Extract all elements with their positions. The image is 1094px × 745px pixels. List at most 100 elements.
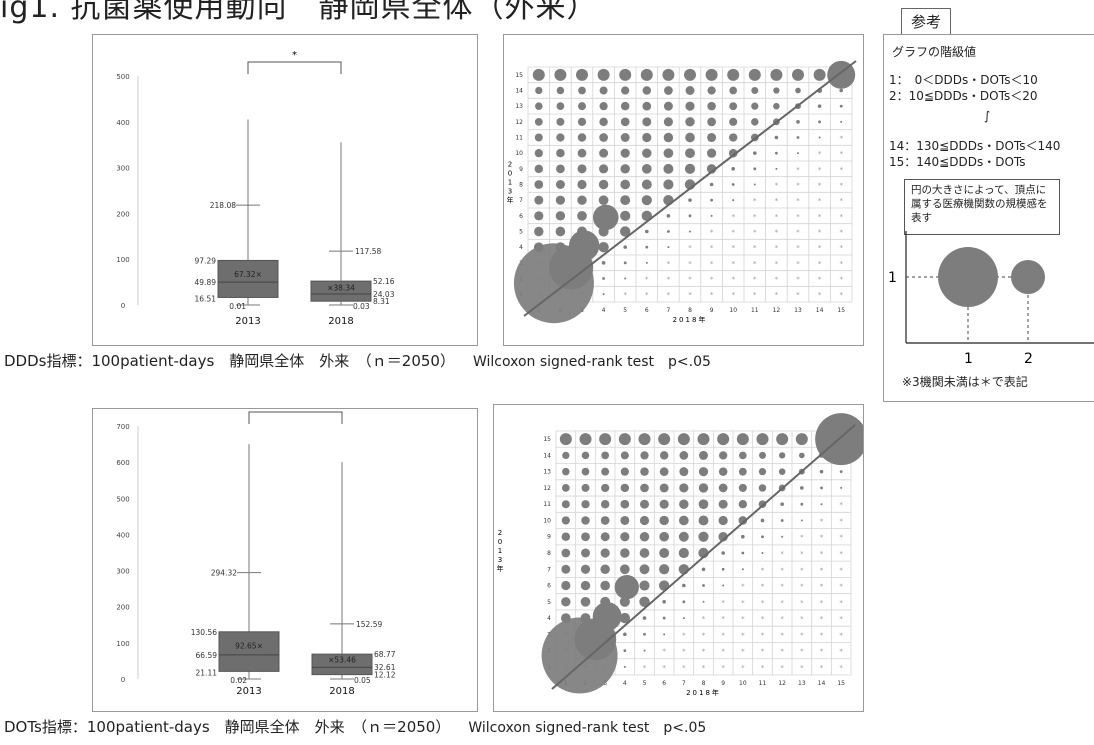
bubble xyxy=(602,293,605,296)
sparse-marker: * xyxy=(662,664,666,672)
x-tick-label: 12 xyxy=(778,680,786,687)
y-tick-label: 5 xyxy=(547,599,551,606)
bubble xyxy=(577,179,587,190)
bubble xyxy=(739,451,747,460)
value-label: 97.29 xyxy=(195,256,217,265)
bubble xyxy=(599,433,612,446)
sparse-marker: * xyxy=(688,260,692,268)
bubble xyxy=(718,499,728,509)
sparse-marker: * xyxy=(818,229,822,237)
value-label: 16.51 xyxy=(195,294,217,303)
sparse-marker: * xyxy=(820,550,824,558)
y-tick-label: 0 xyxy=(121,302,125,310)
bubble xyxy=(532,68,545,81)
bubble xyxy=(599,86,608,95)
bubble xyxy=(561,532,571,541)
bubble xyxy=(775,167,778,170)
x-tick-label: 13 xyxy=(798,680,806,687)
bubble xyxy=(679,451,689,460)
sparse-marker: * xyxy=(662,648,666,656)
bubble xyxy=(731,183,735,186)
bubble xyxy=(561,564,571,574)
bubble xyxy=(620,226,631,237)
y-tick-label: 9 xyxy=(519,166,523,173)
bubble xyxy=(639,564,650,575)
sparse-marker: * xyxy=(796,166,800,174)
bubble xyxy=(795,433,808,446)
value-label: 130.56 xyxy=(191,628,217,637)
box-plot-ddds: 0 100 200 300 400 500 67.32× 97.29 49.89 16.51 218… xyxy=(116,50,394,327)
bubble xyxy=(707,117,716,127)
bubble xyxy=(580,580,591,591)
y-axis-title-char: 年 xyxy=(507,196,514,205)
bubble xyxy=(645,245,649,249)
significance-bracket xyxy=(248,411,343,424)
bubble xyxy=(689,230,691,233)
sparse-marker: * xyxy=(839,291,843,299)
fence-label: 117.58 xyxy=(355,247,381,256)
bubble xyxy=(640,68,653,81)
sparse-marker: * xyxy=(775,244,779,252)
significance-marker: * xyxy=(293,409,298,411)
x-tick-label: 6 xyxy=(645,307,649,314)
bubble xyxy=(555,226,566,237)
bubble xyxy=(641,179,652,190)
sparse-marker: * xyxy=(839,229,843,237)
bubble xyxy=(667,230,670,233)
y-tick-label: 200 xyxy=(116,210,129,218)
bubble xyxy=(620,548,630,558)
bubble xyxy=(643,632,646,636)
caption-dots: DOTs指標：100patient-days 静岡県全体 外来 （ｎ＝2050）… xyxy=(4,716,706,737)
bubble xyxy=(599,133,608,142)
bubble xyxy=(682,617,685,620)
sparse-marker: * xyxy=(839,599,843,607)
sparse-marker: * xyxy=(688,244,692,252)
sparse-marker: * xyxy=(775,182,779,190)
bubble xyxy=(678,547,689,559)
sparse-marker: * xyxy=(796,197,800,205)
sparse-marker: * xyxy=(753,213,757,221)
bubble xyxy=(534,211,544,221)
bubble xyxy=(707,132,717,143)
bubble xyxy=(580,596,591,607)
sparse-marker: * xyxy=(818,260,822,268)
y-axis-title-char: 年 xyxy=(497,564,504,573)
y-tick-label: 100 xyxy=(116,640,129,648)
bubble xyxy=(639,596,650,607)
value-label: 8.31 xyxy=(373,297,390,306)
y-tick-label: 6 xyxy=(547,583,551,590)
y-tick-label: 400 xyxy=(116,119,129,127)
sparse-marker: * xyxy=(820,566,824,574)
sparse-marker: * xyxy=(839,534,843,542)
bubble xyxy=(666,214,671,218)
y-tick-label: 700 xyxy=(116,423,129,431)
bubble xyxy=(732,199,735,202)
sparse-marker: * xyxy=(753,291,757,299)
bubble xyxy=(710,198,713,202)
bubble xyxy=(534,164,544,174)
sparse-marker: * xyxy=(710,244,714,252)
bubble xyxy=(639,548,650,558)
bubble xyxy=(620,483,630,493)
bubble xyxy=(623,632,627,637)
sparse-marker: * xyxy=(818,182,822,190)
bubble xyxy=(620,133,630,142)
y-tick-label: 13 xyxy=(515,103,523,110)
sparse-marker: * xyxy=(721,648,725,656)
bubble xyxy=(620,179,631,190)
bubble xyxy=(599,102,608,111)
bubble xyxy=(664,86,673,95)
x-axis-title: 2018年 xyxy=(686,688,721,697)
min-label: 0.01 xyxy=(229,302,246,311)
bubble-large-4 xyxy=(614,575,639,600)
sparse-marker: * xyxy=(780,583,784,591)
bubble xyxy=(663,179,674,190)
sparse-marker: * xyxy=(780,599,784,607)
bubble xyxy=(678,515,689,526)
bubble xyxy=(728,148,738,158)
bubble xyxy=(709,182,714,187)
bubble xyxy=(701,567,706,572)
bubble xyxy=(581,500,590,509)
sparse-marker: * xyxy=(800,534,804,542)
bubble xyxy=(684,163,696,174)
